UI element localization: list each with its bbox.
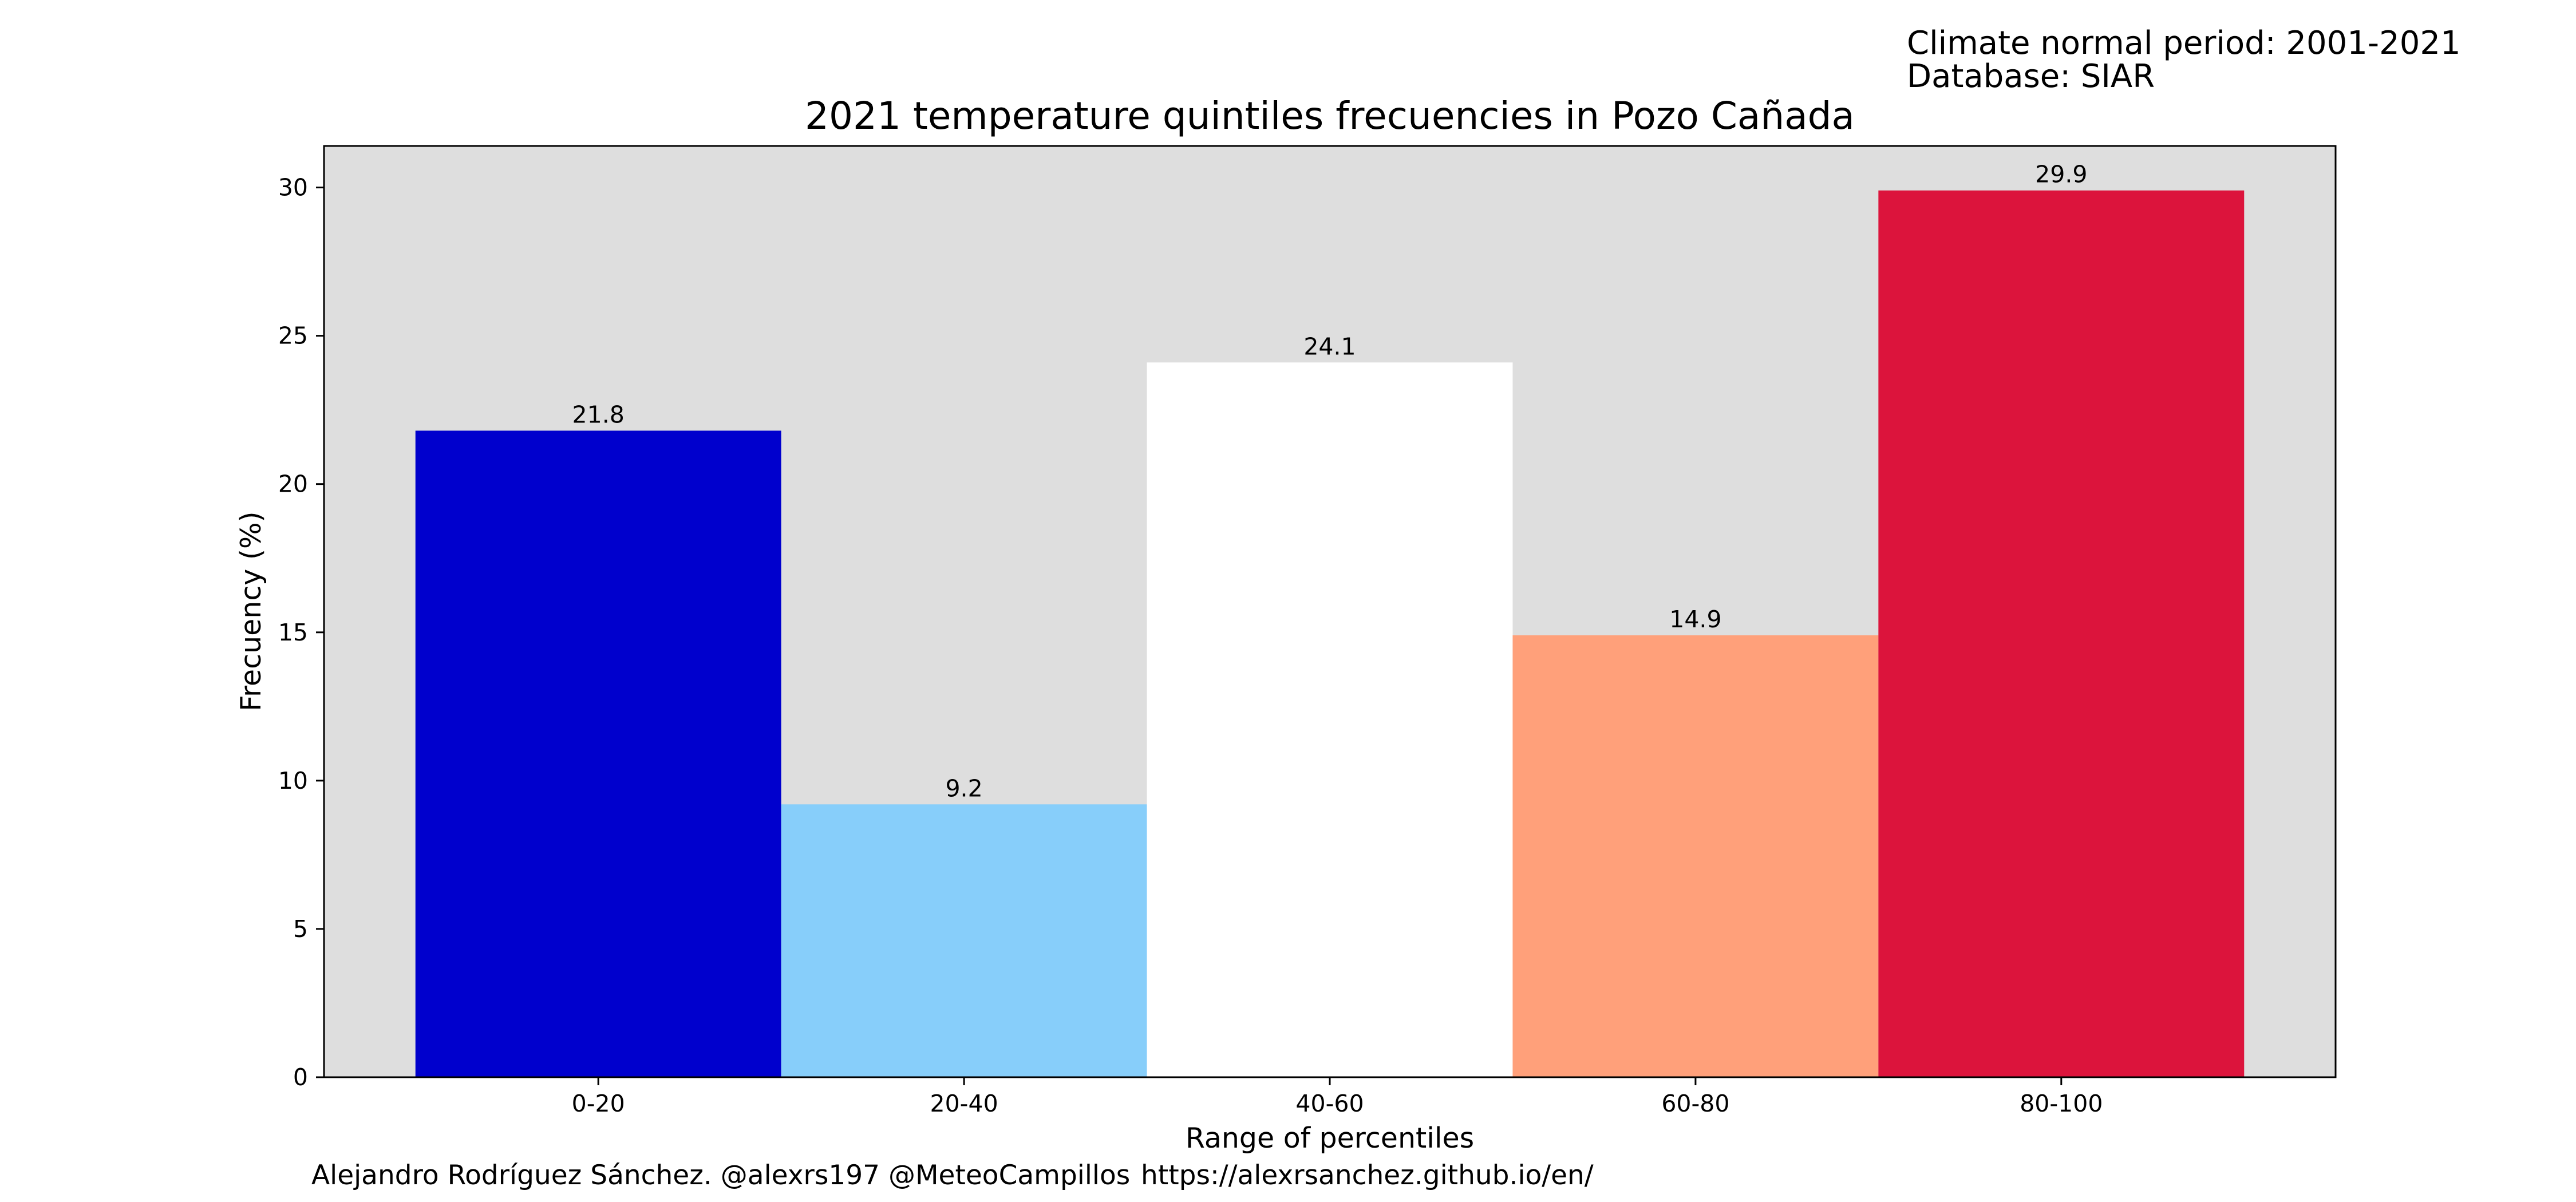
value-label-0-20: 21.8 — [572, 401, 625, 428]
author-credit: Alejandro Rodríguez Sánchez. @alexrs197 … — [311, 1160, 1131, 1191]
value-label-80-100: 29.9 — [2035, 161, 2087, 188]
x-tick-label: 60-80 — [1661, 1090, 1729, 1117]
y-tick-label: 10 — [278, 767, 308, 794]
y-tick-label: 20 — [278, 470, 308, 498]
value-label-20-40: 9.2 — [945, 774, 982, 802]
x-axis-label: Range of percentiles — [1186, 1122, 1474, 1154]
bar-80-100 — [1878, 190, 2245, 1078]
bar-0-20 — [415, 430, 781, 1077]
author-url: https://alexrsanchez.github.io/en/ — [1141, 1160, 1594, 1191]
x-tick-label: 80-100 — [2020, 1090, 2103, 1117]
y-tick-label: 15 — [278, 619, 308, 646]
x-tick-label: 40-60 — [1295, 1090, 1364, 1117]
y-tick-label: 5 — [293, 915, 308, 943]
value-label-40-60: 24.1 — [1303, 333, 1356, 360]
y-tick-label: 25 — [278, 322, 308, 350]
value-label-60-80: 14.9 — [1669, 606, 1721, 633]
x-tick-label: 20-40 — [930, 1090, 998, 1117]
plot-frame — [323, 145, 2337, 1078]
bar-40-60 — [1147, 362, 1513, 1077]
y-axis-label: Frecuency (%) — [235, 511, 267, 711]
bar-20-40 — [781, 804, 1147, 1077]
bar-60-80 — [1512, 635, 1879, 1077]
y-tick-label: 0 — [293, 1063, 308, 1091]
database-note: Database: SIAR — [1907, 58, 2155, 95]
x-tick-label: 0-20 — [572, 1090, 625, 1117]
chart-title: 2021 temperature quintiles frecuencies i… — [805, 94, 1855, 138]
climate-period-note: Climate normal period: 2001-2021 — [1907, 25, 2461, 62]
y-tick-label: 30 — [278, 174, 308, 201]
